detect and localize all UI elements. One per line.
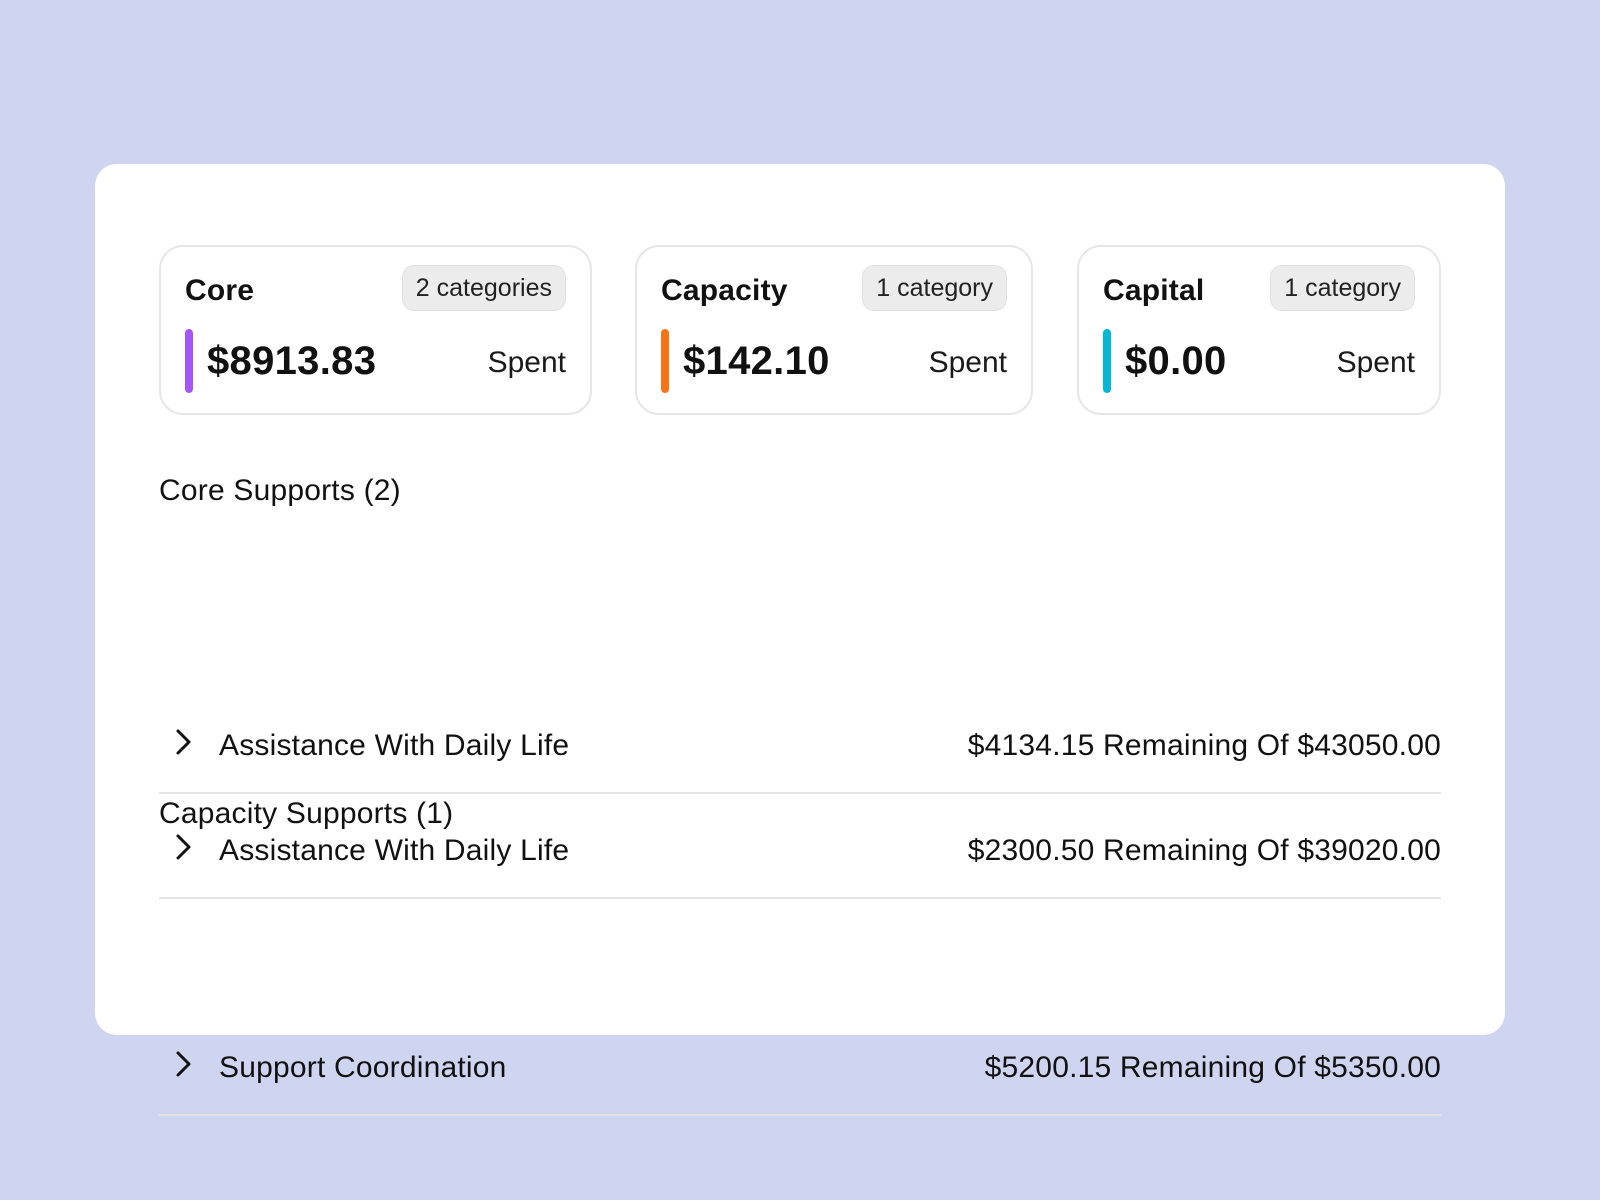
chevron-right-icon[interactable]: [171, 1049, 195, 1079]
summary-card-core[interactable]: Core 2 categories $8913.83 Spent: [159, 245, 592, 415]
accent-bar: [1103, 329, 1111, 393]
support-item-name: Support Coordination: [219, 1051, 507, 1084]
summary-title: Capacity: [661, 274, 788, 307]
spent-label: Spent: [487, 346, 566, 379]
category-count-badge: 1 category: [862, 265, 1007, 311]
spent-label: Spent: [928, 346, 1007, 379]
support-item-remaining: $4134.15 Remaining Of $43050.00: [967, 729, 1441, 762]
chevron-right-icon[interactable]: [171, 832, 195, 862]
support-item-row[interactable]: Assistance With Daily Life $2300.50 Rema…: [159, 809, 1441, 899]
summary-title: Capital: [1103, 274, 1205, 307]
spent-amount: $142.10: [683, 339, 830, 383]
category-count-badge: 1 category: [1270, 265, 1415, 311]
support-item-row[interactable]: Assistance With Daily Life $4134.15 Rema…: [159, 704, 1441, 794]
accent-bar: [185, 329, 193, 393]
accent-bar: [661, 329, 669, 393]
summary-row: Core 2 categories $8913.83 Spent Capacit…: [159, 245, 1441, 415]
chevron-right-icon[interactable]: [171, 727, 195, 757]
spent-amount: $8913.83: [207, 339, 377, 383]
summary-card-capacity[interactable]: Capacity 1 category $142.10 Spent: [635, 245, 1033, 415]
spent-amount: $0.00: [1125, 339, 1227, 383]
section-title-core-supports: Core Supports (2): [159, 474, 401, 507]
support-item-remaining: $2300.50 Remaining Of $39020.00: [967, 834, 1441, 867]
support-item-row[interactable]: Support Coordination $5200.15 Remaining …: [159, 1026, 1441, 1116]
support-item-name: Assistance With Daily Life: [219, 834, 570, 867]
support-item-name: Assistance With Daily Life: [219, 729, 570, 762]
summary-title: Core: [185, 274, 255, 307]
category-count-badge: 2 categories: [401, 265, 566, 311]
budget-card: Core 2 categories $8913.83 Spent Capacit…: [95, 164, 1505, 1116]
section-title-capacity-supports: Capacity Supports (1): [159, 797, 454, 830]
summary-card-capital[interactable]: Capital 1 category $0.00 Spent: [1077, 245, 1441, 415]
support-item-remaining: $5200.15 Remaining Of $5350.00: [984, 1051, 1441, 1084]
spent-label: Spent: [1336, 346, 1415, 379]
